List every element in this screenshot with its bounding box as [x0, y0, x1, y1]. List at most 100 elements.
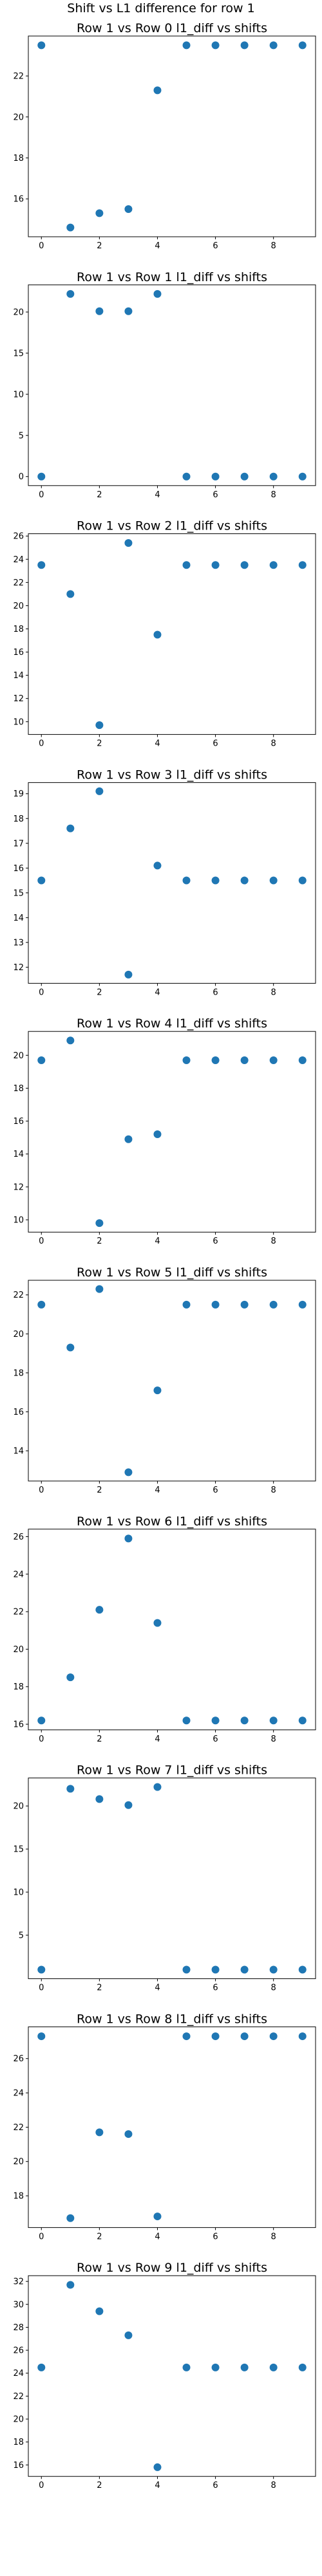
- data-point: [240, 41, 249, 50]
- subplot-title: Row 1 vs Row 2 l1_diff vs shifts: [77, 519, 267, 533]
- data-point: [66, 223, 75, 232]
- x-tick-label: 4: [155, 490, 160, 500]
- subplot-title: Row 1 vs Row 9 l1_diff vs shifts: [77, 2261, 267, 2275]
- data-point: [37, 41, 46, 50]
- subplot-0: Row 1 vs Row 0 l1_diff vs shifts 0 2 4 6 8 16 1…: [13, 21, 316, 251]
- data-point: [298, 472, 307, 481]
- data-point: [240, 1056, 249, 1064]
- x-tick-label: 8: [271, 1237, 276, 1246]
- data-point: [211, 1965, 220, 1974]
- data-point: [211, 1056, 220, 1064]
- y-tick-label: 16: [13, 864, 24, 874]
- subplot-title: Row 1 vs Row 3 l1_diff vs shifts: [77, 768, 267, 782]
- x-tick-label: 0: [39, 1237, 44, 1246]
- subplot-7: Row 1 vs Row 7 l1_diff vs shifts 0 2 4 6 8 5 10…: [13, 1763, 316, 1993]
- data-point: [298, 1056, 307, 1064]
- data-point: [124, 970, 133, 979]
- x-tick-label: 6: [213, 739, 218, 749]
- y-tick-label: 24: [13, 555, 24, 565]
- y-tick-label: 20: [13, 2157, 24, 2167]
- data-point: [182, 1300, 191, 1309]
- x-tick-label: 8: [271, 2481, 276, 2490]
- data-point: [37, 472, 46, 481]
- y-tick-label: 10: [13, 1216, 24, 1226]
- y-tick-label: 16: [13, 195, 24, 205]
- data-point: [298, 876, 307, 885]
- x-tick-label: 6: [213, 1983, 218, 1993]
- y-tick-label: 20: [13, 113, 24, 122]
- y-tick-label: 14: [13, 671, 24, 681]
- x-tick-label: 0: [39, 988, 44, 997]
- data-point: [37, 1716, 46, 1725]
- y-tick-label: 12: [13, 694, 24, 704]
- data-point: [211, 2363, 220, 2371]
- data-point: [66, 1036, 75, 1045]
- axes-frame: [28, 533, 316, 735]
- x-tick-label: 2: [97, 490, 102, 500]
- x-tick-label: 4: [155, 1734, 160, 1744]
- data-point: [124, 307, 133, 315]
- y-tick-label: 20: [13, 308, 24, 317]
- data-point: [240, 2032, 249, 2041]
- data-point: [37, 1965, 46, 1974]
- data-point: [240, 1965, 249, 1974]
- data-point: [182, 876, 191, 885]
- data-point: [240, 1300, 249, 1309]
- axes-frame: [28, 1280, 316, 1482]
- data-point: [153, 2463, 162, 2471]
- y-tick-label: 20: [13, 1051, 24, 1061]
- data-point: [298, 2363, 307, 2371]
- y-tick-label: 17: [13, 839, 24, 849]
- data-point: [37, 2363, 46, 2371]
- data-point: [153, 290, 162, 298]
- data-point: [124, 205, 133, 214]
- y-tick-label: 24: [13, 2369, 24, 2378]
- y-tick-label: 18: [13, 814, 24, 824]
- y-tick-label: 26: [13, 1532, 24, 1542]
- data-point: [298, 561, 307, 569]
- y-tick-label: 16: [13, 1720, 24, 1730]
- subplot-title: Row 1 vs Row 0 l1_diff vs shifts: [77, 21, 267, 35]
- subplot-title: Row 1 vs Row 8 l1_diff vs shifts: [77, 2012, 267, 2026]
- y-tick-label: 26: [13, 532, 24, 542]
- y-tick-label: 19: [13, 789, 24, 799]
- x-tick-label: 0: [39, 1734, 44, 1744]
- x-tick-label: 6: [213, 490, 218, 500]
- y-tick-label: 18: [13, 1368, 24, 1378]
- y-tick-label: 24: [13, 2089, 24, 2099]
- data-point: [37, 2032, 46, 2041]
- data-point: [124, 1468, 133, 1477]
- subplot-title: Row 1 vs Row 4 l1_diff vs shifts: [77, 1017, 267, 1031]
- data-point: [298, 1716, 307, 1725]
- x-tick-label: 4: [155, 739, 160, 749]
- data-point: [95, 307, 104, 315]
- y-tick-label: 10: [13, 1888, 24, 1898]
- data-point: [66, 1673, 75, 1682]
- data-point: [269, 1716, 278, 1725]
- data-point: [153, 86, 162, 95]
- x-tick-label: 8: [271, 2232, 276, 2241]
- data-point: [124, 1534, 133, 1543]
- y-tick-label: 10: [13, 717, 24, 727]
- data-point: [182, 1716, 191, 1725]
- x-tick-label: 4: [155, 1237, 160, 1246]
- subplot-title: Row 1 vs Row 1 l1_diff vs shifts: [77, 270, 267, 284]
- y-tick-label: 28: [13, 2323, 24, 2333]
- data-point: [153, 861, 162, 870]
- data-point: [182, 2363, 191, 2371]
- x-tick-label: 8: [271, 988, 276, 997]
- data-point: [37, 876, 46, 885]
- axes-frame: [28, 782, 316, 984]
- data-point: [153, 1130, 162, 1139]
- x-tick-label: 8: [271, 739, 276, 749]
- data-point: [182, 2032, 191, 2041]
- x-tick-label: 6: [213, 1486, 218, 1495]
- data-point: [298, 41, 307, 50]
- y-tick-label: 16: [13, 1408, 24, 1417]
- y-tick-label: 24: [13, 1570, 24, 1579]
- data-point: [124, 1135, 133, 1143]
- y-tick-label: 20: [13, 602, 24, 611]
- x-tick-label: 6: [213, 2232, 218, 2241]
- data-point: [298, 1300, 307, 1309]
